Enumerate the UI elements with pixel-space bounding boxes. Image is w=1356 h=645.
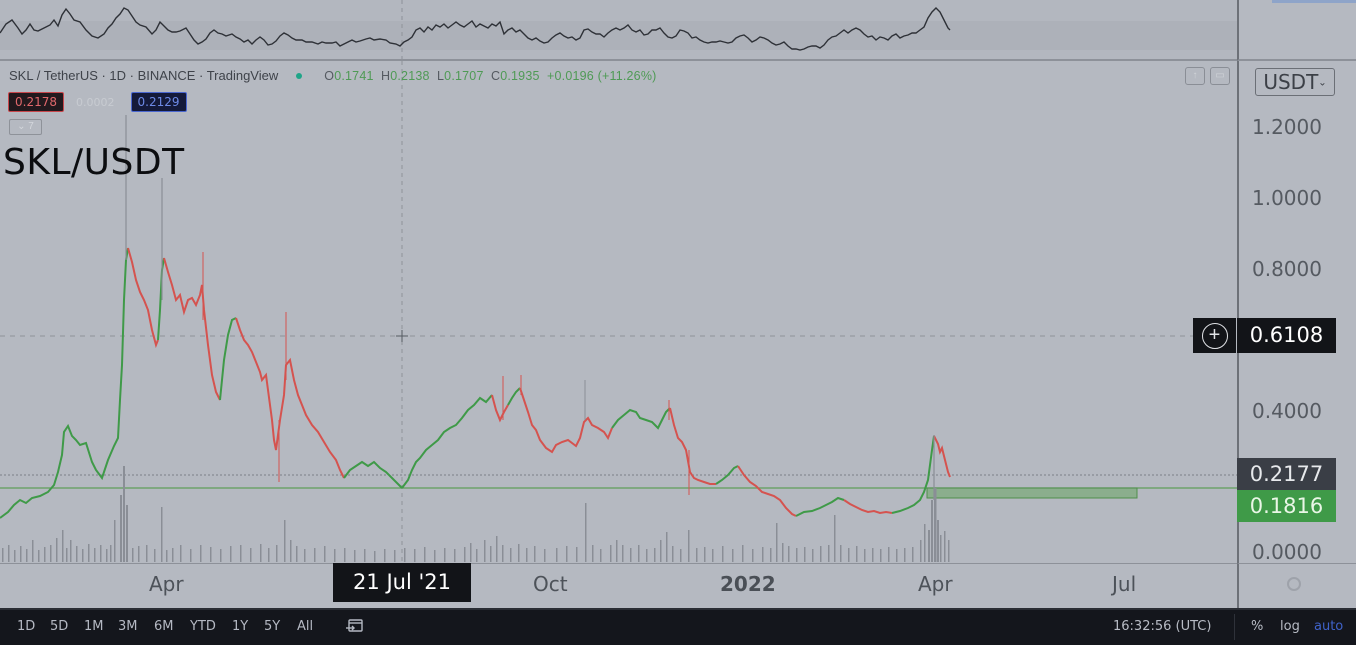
log-scale-toggle[interactable]: log — [1280, 619, 1300, 634]
overlay-pair-title: SKL/USDT — [3, 142, 185, 183]
currency-selector[interactable]: USDT⌄ — [1255, 68, 1335, 96]
spread-value: 0.0002 — [76, 95, 115, 109]
percent-scale-toggle[interactable]: % — [1251, 619, 1264, 634]
x-tick: Apr — [918, 572, 953, 596]
low-value: 0.1707 — [444, 68, 484, 83]
zone-price-label: 0.1816 — [1237, 490, 1336, 522]
volume-bars — [2, 466, 950, 562]
range-ytd-button[interactable]: YTD — [190, 619, 216, 634]
buy-price-button[interactable]: 0.2129 — [130, 92, 187, 112]
y-tick: 0.8000 — [1252, 257, 1322, 281]
sell-price-button[interactable]: 0.2178 — [8, 92, 64, 112]
toolbar-divider — [1234, 614, 1235, 640]
y-tick: 1.0000 — [1252, 186, 1322, 210]
plus-icon: + — [1201, 322, 1228, 349]
range-6m-button[interactable]: 6M — [154, 619, 174, 634]
range-1y-button[interactable]: 1Y — [232, 619, 249, 634]
crosshair-date-label: 21 Jul '21 — [333, 563, 471, 602]
x-tick: Oct — [533, 572, 568, 596]
range-5d-button[interactable]: 5D — [50, 619, 69, 634]
time-axis[interactable] — [0, 563, 1237, 608]
ohlc-values: O0.1741 H0.2138 L0.1707 C0.1935 +0.0196 … — [324, 69, 656, 83]
close-key: C — [490, 68, 501, 83]
indicator-pane[interactable] — [0, 0, 1237, 61]
y-tick: 0.0000 — [1252, 540, 1322, 564]
price-candles — [0, 115, 951, 519]
range-all-button[interactable]: All — [297, 619, 314, 634]
low-key: L — [437, 68, 445, 83]
go-to-date-icon[interactable] — [346, 618, 364, 634]
indicator-line — [0, 0, 951, 61]
last-price-label: 0.2177 — [1237, 458, 1336, 490]
chevron-down-icon: ⌄ — [1318, 77, 1327, 89]
auto-scale-toggle[interactable]: auto — [1314, 619, 1344, 634]
move-pane-up-button[interactable]: ↑ — [1185, 67, 1205, 85]
indicator-axis[interactable] — [1237, 0, 1356, 61]
price-axis[interactable] — [1237, 61, 1356, 563]
trade-badges: 0.2178 0.0002 0.2129 — [8, 92, 187, 112]
open-key: O — [324, 68, 335, 83]
axis-corner — [1237, 563, 1356, 608]
add-alert-button[interactable]: + — [1193, 318, 1236, 353]
crosshair-cursor — [396, 330, 408, 342]
market-status-dot — [296, 72, 303, 79]
x-tick: Apr — [149, 572, 184, 596]
symbol-legend[interactable]: SKL / TetherUS · 1D · BINANCE · TradingV… — [9, 68, 657, 83]
minimize-pane-button[interactable]: ▭ — [1210, 67, 1230, 85]
close-value: 0.1935 — [500, 68, 540, 83]
y-tick: 0.4000 — [1252, 399, 1322, 423]
settings-gear-icon[interactable] — [1287, 577, 1301, 591]
indicator-band — [0, 21, 1237, 50]
main-chart-pane[interactable] — [0, 61, 1237, 563]
range-3m-button[interactable]: 3M — [118, 619, 138, 634]
x-tick: Jul — [1112, 572, 1137, 596]
symbol-title[interactable]: SKL / TetherUS · 1D · BINANCE · TradingV… — [9, 68, 279, 83]
range-1d-button[interactable]: 1D — [17, 619, 36, 634]
high-value: 0.2138 — [390, 68, 430, 83]
currency-label: USDT — [1263, 70, 1319, 94]
candlestick-chart — [0, 61, 1237, 563]
open-value: 0.1741 — [334, 68, 374, 83]
x-tick: 2022 — [720, 572, 776, 596]
support-zone — [926, 487, 1138, 499]
bottom-toolbar — [0, 608, 1356, 645]
crosshair-price-label: 0.6108 — [1237, 318, 1336, 353]
range-5y-button[interactable]: 5Y — [264, 619, 281, 634]
indicator-axis-topbar — [1272, 0, 1356, 3]
utc-clock[interactable]: 16:32:56 (UTC) — [1113, 619, 1212, 634]
y-tick: 1.2000 — [1252, 115, 1322, 139]
collapse-indicators-button[interactable]: ⌄ 7 — [9, 119, 42, 135]
high-key: H — [380, 68, 391, 83]
change-value: +0.0196 (+11.26%) — [547, 68, 657, 83]
range-1m-button[interactable]: 1M — [84, 619, 104, 634]
